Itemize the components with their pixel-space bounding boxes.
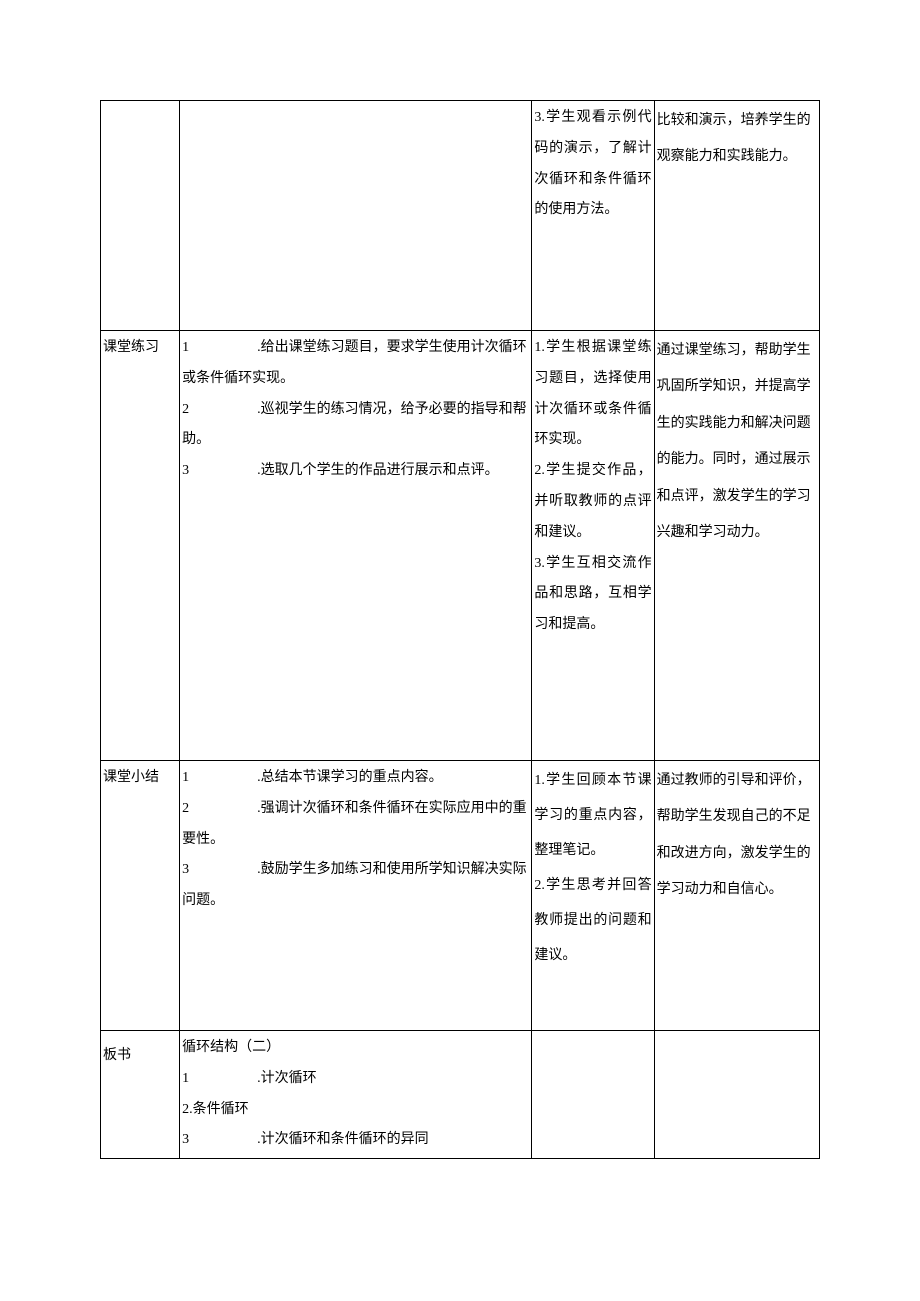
cell-design-intent: 比较和演示，培养学生的观察能力和实践能力。 bbox=[654, 101, 819, 331]
cell-design-intent: 通过课堂练习，帮助学生巩固所学知识，并提高学生的实践能力和解决问题的能力。同时，… bbox=[654, 331, 819, 761]
cell-stage: 课堂小结 bbox=[101, 761, 180, 1031]
table-row: 3.学生观看示例代码的演示，了解计次循环和条件循环的使用方法。 比较和演示，培养… bbox=[101, 101, 820, 331]
cell-teacher-activity: 1.总结本节课学习的重点内容。 2.强调计次循环和条件循环在实际应用中的重要性。… bbox=[180, 761, 532, 1031]
cell-empty bbox=[654, 1031, 819, 1159]
cell-empty bbox=[532, 1031, 654, 1159]
document-page: 3.学生观看示例代码的演示，了解计次循环和条件循环的使用方法。 比较和演示，培养… bbox=[0, 0, 920, 1259]
cell-student-activity: 3.学生观看示例代码的演示，了解计次循环和条件循环的使用方法。 bbox=[532, 101, 654, 331]
cell-stage: 课堂练习 bbox=[101, 331, 180, 761]
cell-teacher-activity: 1.给出课堂练习题目，要求学生使用计次循环或条件循环实现。 2.巡视学生的练习情… bbox=[180, 331, 532, 761]
table-row: 课堂小结 1.总结本节课学习的重点内容。 2.强调计次循环和条件循环在实际应用中… bbox=[101, 761, 820, 1031]
table-row: 课堂练习 1.给出课堂练习题目，要求学生使用计次循环或条件循环实现。 2.巡视学… bbox=[101, 331, 820, 761]
cell-student-activity: 1.学生根据课堂练习题目，选择使用计次循环或条件循环实现。 2.学生提交作品，并… bbox=[532, 331, 654, 761]
table-row: 板书 循环结构（二） 1.计次循环 2.条件循环 3.计次循环和条件循环的异同 bbox=[101, 1031, 820, 1159]
cell-stage bbox=[101, 101, 180, 331]
cell-student-activity: 1.学生回顾本节课学习的重点内容，整理笔记。 2.学生思考并回答教师提出的问题和… bbox=[532, 761, 654, 1031]
lesson-plan-table: 3.学生观看示例代码的演示，了解计次循环和条件循环的使用方法。 比较和演示，培养… bbox=[100, 100, 820, 1159]
cell-stage: 板书 bbox=[101, 1031, 180, 1159]
cell-design-intent: 通过教师的引导和评价，帮助学生发现自己的不足和改进方向，激发学生的学习动力和自信… bbox=[654, 761, 819, 1031]
cell-board-content: 循环结构（二） 1.计次循环 2.条件循环 3.计次循环和条件循环的异同 bbox=[180, 1031, 532, 1159]
cell-teacher-activity bbox=[180, 101, 532, 331]
